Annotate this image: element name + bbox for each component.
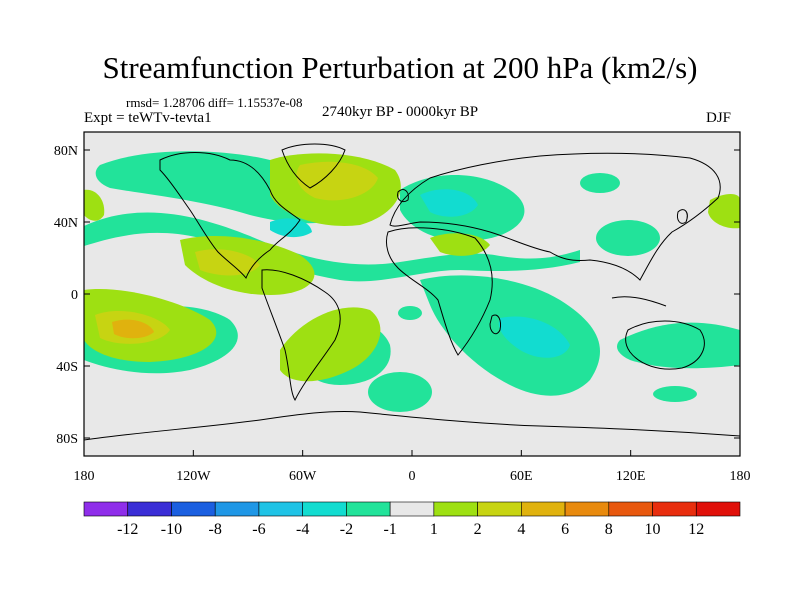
coastline-greenland [281, 143, 346, 189]
colorbar-label: 6 [561, 521, 569, 538]
colorbar-swatch [433, 501, 478, 517]
coastline-south-america [261, 269, 341, 402]
contour-band-neg [617, 322, 740, 369]
latitude-axis: 80N 40N 0 40S 80S [54, 144, 740, 447]
colorbar-swatch [127, 501, 172, 517]
colorbar-label: -12 [117, 521, 138, 538]
colorbar-swatch [171, 501, 216, 517]
coastline-indonesia [611, 296, 667, 307]
lon-label: 60E [510, 469, 533, 484]
colorbar-swatch [389, 501, 435, 517]
lat-label: 80N [54, 144, 78, 159]
coastline-africa [385, 227, 493, 356]
coastline-madagascar [489, 314, 501, 335]
coastline-uk [397, 189, 409, 203]
colorbar-label: 2 [474, 521, 482, 538]
lat-label: 80S [56, 432, 78, 447]
contour-band-pos-strong [195, 249, 260, 276]
contour-band-neg [596, 220, 660, 256]
contour-band-neg-strong [498, 316, 570, 358]
contour-band-pos-strong [296, 161, 378, 201]
colorbar-label: -4 [296, 521, 309, 538]
contour-band-neg [580, 173, 620, 193]
contour-band-neg-strong [270, 218, 312, 238]
colorbar-label: -10 [161, 521, 182, 538]
stats-text: rmsd= 1.28706 diff= 1.15537e-08 [126, 95, 303, 110]
colorbar-label: -8 [209, 521, 222, 538]
colorbar-label: -1 [383, 521, 396, 538]
colorbar: -12 -10 -8 -6 -4 -2 -1 1 2 4 6 8 10 12 [83, 501, 741, 538]
colorbar-label: 4 [517, 521, 525, 538]
colorbar-label: -6 [252, 521, 265, 538]
colorbar-label: 1 [430, 521, 438, 538]
colorbar-swatch [608, 501, 653, 517]
colorbar-label: 10 [645, 521, 661, 538]
map-title: Streamfunction Perturbation at 200 hPa (… [102, 50, 698, 85]
coastline-eurasia [389, 152, 721, 281]
colorbar-swatch [214, 501, 260, 517]
colorbar-swatch [477, 501, 522, 517]
colorbar-label: 12 [688, 521, 704, 538]
colorbar-swatch [652, 501, 697, 517]
coastline-australia [625, 320, 705, 370]
coastline-japan [677, 209, 688, 224]
contour-band-neg [653, 386, 697, 402]
colorbar-swatch [695, 501, 741, 517]
colorbar-label: -2 [340, 521, 353, 538]
colorbar-swatch [302, 501, 347, 517]
contour-band-pos-core [112, 319, 154, 339]
contour-band-pos [430, 233, 490, 256]
contour-band-neg [84, 212, 580, 282]
contour-band-pos [84, 189, 105, 221]
lat-label: 40S [56, 360, 78, 375]
lon-label: 60W [289, 469, 317, 484]
colorbar-label: 8 [605, 521, 613, 538]
lon-label: 180 [730, 469, 751, 484]
colorbar-swatch [564, 501, 610, 517]
contour-fill-layer [84, 151, 740, 412]
lon-label: 120E [616, 469, 646, 484]
contour-band-pos [708, 194, 740, 229]
colorbar-swatch [83, 501, 129, 517]
colorbar-swatch [346, 501, 391, 517]
colorbar-swatch [521, 501, 566, 517]
map-panel: 80N 40N 0 40S 80S 180 120W 60W 0 60E 120E 180 [54, 131, 751, 484]
lon-label: 180 [74, 469, 95, 484]
lon-label: 0 [409, 469, 416, 484]
colorbar-swatch [258, 501, 303, 517]
coastlines [84, 143, 740, 441]
coastline-antarctica [84, 410, 740, 441]
contour-band-neg [368, 372, 432, 412]
lat-label: 0 [71, 288, 78, 303]
experiment-label: Expt = teWTv-tevta1 [84, 110, 212, 126]
contour-band-neg [398, 306, 422, 320]
lat-label: 40N [54, 216, 78, 231]
coastline-north-america [159, 152, 301, 280]
period-label: 2740kyr BP - 0000kyr BP [322, 104, 479, 120]
season-label: DJF [706, 110, 732, 126]
lon-label: 120W [176, 469, 211, 484]
longitude-axis: 180 120W 60W 0 60E 120E 180 [74, 450, 751, 484]
contour-band-neg-strong [420, 189, 478, 217]
contour-band-pos [280, 307, 381, 382]
